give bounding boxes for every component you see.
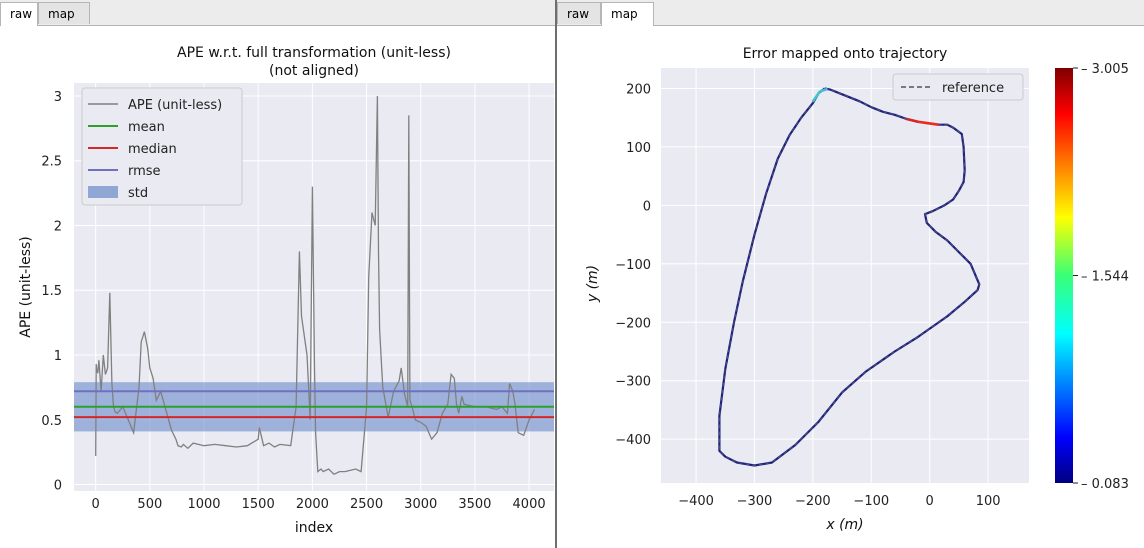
x-tick-label: 100 bbox=[976, 494, 1001, 509]
y-axis-label: y (m) bbox=[585, 265, 601, 303]
colorbar-tick-label: – 0.083 bbox=[1081, 477, 1129, 492]
colorbar-tick-label: – 1.544 bbox=[1081, 270, 1129, 285]
tab-raw[interactable]: raw bbox=[557, 2, 601, 24]
y-tick-label: 2 bbox=[54, 219, 62, 234]
x-tick-label: −200 bbox=[795, 494, 831, 509]
x-tick-label: 0 bbox=[92, 497, 100, 512]
y-tick-label: −200 bbox=[615, 316, 651, 331]
y-tick-label: 1.5 bbox=[41, 284, 62, 299]
x-tick-label: 3000 bbox=[404, 497, 437, 512]
chart-title: APE w.r.t. full transformation (unit-les… bbox=[177, 45, 451, 61]
legend-label: median bbox=[128, 142, 177, 157]
y-axis-label: APE (unit-less) bbox=[18, 236, 34, 338]
x-tick-label: −100 bbox=[853, 494, 889, 509]
tab-raw[interactable]: raw bbox=[0, 2, 38, 26]
tab-map[interactable]: map bbox=[601, 2, 654, 26]
tab-map[interactable]: map bbox=[38, 2, 90, 24]
y-tick-label: 2.5 bbox=[41, 155, 62, 170]
trajectory-chart: −400 −300 −200 −100 0 100 200 100 0 −100 −200 −300 −… bbox=[585, 46, 1129, 533]
right-tab-bar: raw map bbox=[557, 0, 1144, 26]
y-tick-label: −400 bbox=[615, 433, 651, 448]
y-tick-label: 0 bbox=[54, 479, 62, 494]
colorbar bbox=[1055, 68, 1073, 483]
x-tick-label: 2500 bbox=[350, 497, 383, 512]
legend-box bbox=[81, 87, 243, 206]
x-axis-label: x (m) bbox=[825, 517, 863, 533]
x-tick-label: 1000 bbox=[187, 497, 220, 512]
left-plot-window: raw map 0 500 1000 1500 2000 2500 3000 3500 4000… bbox=[0, 0, 556, 548]
y-tick-label: 200 bbox=[626, 82, 651, 97]
x-tick-label: 1500 bbox=[242, 497, 275, 512]
colorbar-tick-label: – 3.005 bbox=[1081, 62, 1129, 77]
error-segment bbox=[906, 117, 919, 124]
y-tick-label: −300 bbox=[615, 375, 651, 390]
x-tick-label: −300 bbox=[737, 494, 773, 509]
reference-line bbox=[718, 88, 980, 467]
x-axis-label: index bbox=[295, 520, 333, 536]
x-tick-label: 4000 bbox=[513, 497, 546, 512]
y-tick-label: 100 bbox=[626, 141, 651, 156]
y-tick-label: 3 bbox=[54, 90, 62, 105]
chart-subtitle: (not aligned) bbox=[269, 63, 359, 79]
error-segment bbox=[811, 90, 821, 103]
y-tick-label: −100 bbox=[615, 258, 651, 273]
plot-area bbox=[661, 68, 1029, 483]
error-segment bbox=[819, 87, 828, 93]
right-plot-window: raw map −400 −300 −200 −100 0 100 200 100 0 −100−… bbox=[557, 0, 1144, 548]
ape-series-line bbox=[95, 95, 536, 475]
y-tick-label: 0 bbox=[643, 199, 651, 214]
error-segment bbox=[917, 120, 939, 126]
x-tick-label: −400 bbox=[678, 494, 714, 509]
left-tab-bar: raw map bbox=[0, 0, 556, 26]
legend-label: mean bbox=[128, 120, 165, 135]
legend-label: reference bbox=[942, 81, 1004, 96]
x-tick-label: 500 bbox=[137, 497, 162, 512]
legend-label: APE (unit-less) bbox=[128, 98, 222, 113]
ape-chart: 0 500 1000 1500 2000 2500 3000 3500 4000 0 0.5 1 1.5… bbox=[18, 45, 554, 536]
chart-title: Error mapped onto trajectory bbox=[743, 46, 948, 62]
legend-label: std bbox=[128, 186, 148, 201]
y-tick-label: 0.5 bbox=[41, 414, 62, 429]
x-tick-label: 2000 bbox=[296, 497, 329, 512]
legend-box bbox=[892, 73, 1024, 101]
window-divider bbox=[555, 0, 557, 548]
y-tick-label: 1 bbox=[54, 349, 62, 364]
legend-swatch bbox=[88, 186, 118, 198]
legend-label: rmse bbox=[128, 164, 161, 179]
x-tick-label: 0 bbox=[926, 494, 934, 509]
x-tick-label: 3500 bbox=[458, 497, 491, 512]
